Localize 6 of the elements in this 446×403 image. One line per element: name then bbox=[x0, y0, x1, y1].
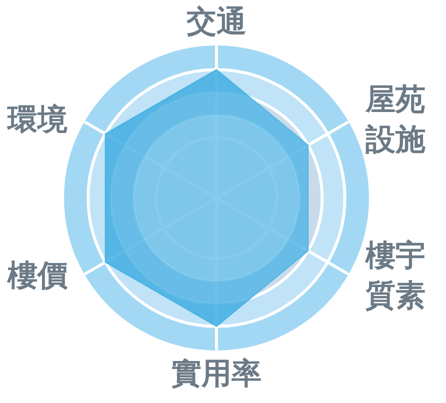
spoke-label: 交通 bbox=[186, 4, 246, 40]
spoke-label: 樓價 bbox=[6, 258, 68, 294]
spoke-label: 實用率 bbox=[172, 356, 262, 392]
spoke-label: 樓宇質素 bbox=[364, 238, 426, 314]
spoke-label: 環境 bbox=[6, 102, 68, 138]
spoke-label: 屋苑設施 bbox=[364, 82, 426, 158]
